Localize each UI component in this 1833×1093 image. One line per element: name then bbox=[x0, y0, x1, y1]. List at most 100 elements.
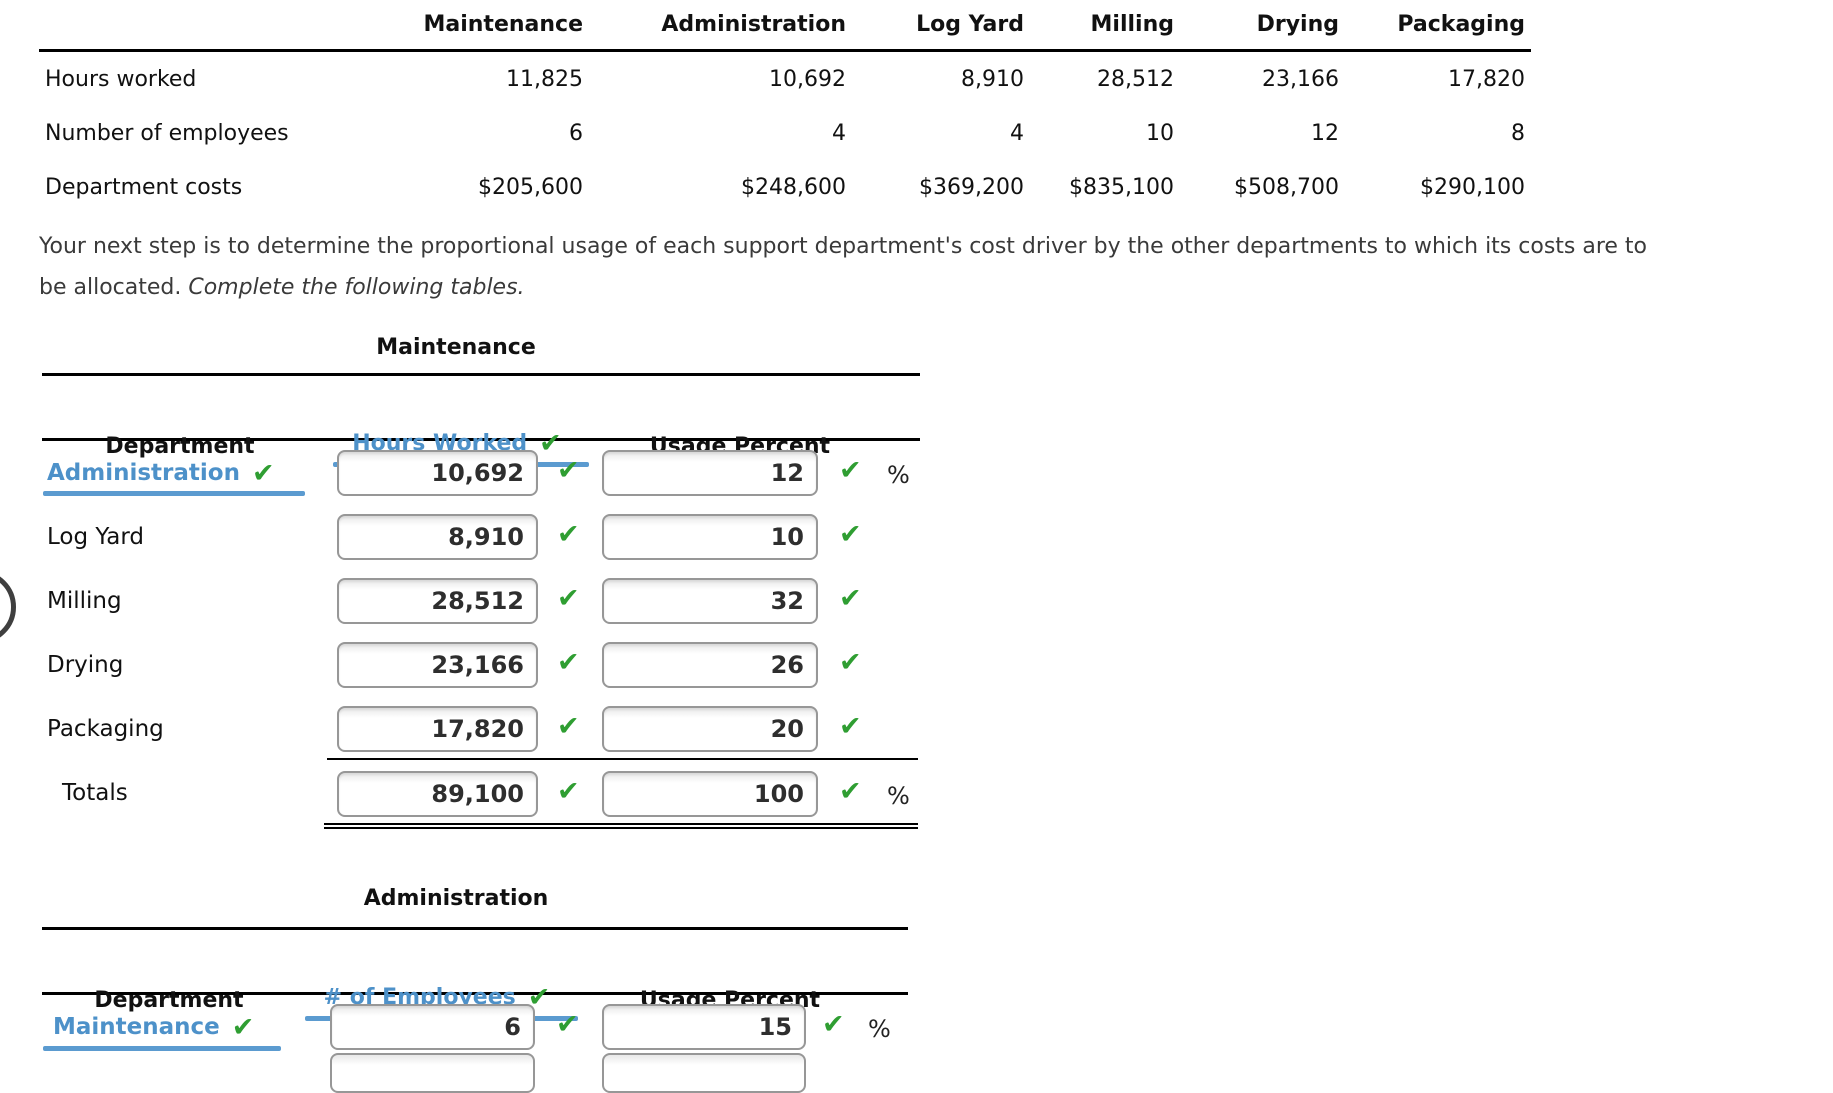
table-header-row: Department Hours Worked ✔ Usage Percent bbox=[42, 376, 920, 467]
correct-check-icon: ✔ bbox=[557, 583, 580, 614]
table-row: Number of employees 6 4 4 10 12 8 bbox=[39, 106, 1531, 160]
column-header: Drying bbox=[1256, 12, 1339, 37]
percent-total-input[interactable]: 100 bbox=[602, 771, 818, 817]
column-header: Packaging bbox=[1397, 12, 1525, 37]
department-select[interactable]: Maintenance bbox=[53, 1014, 220, 1040]
administration-allocation-table: Administration Department # of Employees… bbox=[42, 886, 908, 1093]
percent-input[interactable]: 15 bbox=[602, 1004, 806, 1050]
cell-value: 12 bbox=[1311, 120, 1339, 146]
cell-value: 4 bbox=[832, 120, 846, 146]
table-top-rule bbox=[42, 927, 908, 930]
driver-input[interactable]: 10,692 bbox=[337, 450, 538, 496]
annotation-circle bbox=[0, 570, 16, 644]
percent-input[interactable]: 26 bbox=[602, 642, 818, 688]
percent-input[interactable]: 32 bbox=[602, 578, 818, 624]
cell-value: 4 bbox=[1010, 120, 1024, 146]
row-label: Totals bbox=[62, 780, 128, 806]
table-row: Milling 28,512 ✔ 32 ✔ bbox=[42, 569, 920, 633]
header-rule bbox=[39, 49, 1531, 52]
percent-input[interactable] bbox=[602, 1053, 806, 1093]
row-label: Packaging bbox=[47, 716, 164, 742]
instruction-line-2-normal: be allocated. bbox=[39, 275, 189, 300]
department-select[interactable]: Administration bbox=[47, 460, 240, 486]
table-header-row: Department # of Employees ✔ Usage Percen… bbox=[42, 930, 908, 1021]
header-department: Department bbox=[94, 988, 244, 1013]
header-rule bbox=[42, 992, 908, 995]
table-row: Department costs $205,600 $248,600 $369,… bbox=[39, 160, 1531, 214]
correct-check-icon: ✔ bbox=[557, 519, 580, 550]
correct-check-icon: ✔ bbox=[557, 776, 580, 807]
percent-sign: % bbox=[887, 782, 910, 810]
correct-check-icon: ✔ bbox=[557, 455, 580, 486]
row-label: Hours worked bbox=[45, 66, 197, 92]
percent-input[interactable]: 20 bbox=[602, 706, 818, 752]
table-row: Drying 23,166 ✔ 26 ✔ bbox=[42, 633, 920, 697]
column-header: Maintenance bbox=[423, 12, 583, 37]
correct-check-icon: ✔ bbox=[839, 455, 862, 486]
cell-value: 10 bbox=[1146, 120, 1174, 146]
cell-value: 28,512 bbox=[1097, 66, 1174, 92]
cell-value: $369,200 bbox=[919, 174, 1024, 200]
table-title: Maintenance bbox=[376, 335, 536, 360]
department-data-header-row: Maintenance Administration Log Yard Mill… bbox=[39, 0, 1531, 49]
percent-input[interactable]: 10 bbox=[602, 514, 818, 560]
correct-check-icon: ✔ bbox=[556, 1009, 579, 1040]
cell-value: 8 bbox=[1511, 120, 1525, 146]
driver-input[interactable]: 17,820 bbox=[337, 706, 538, 752]
correct-check-icon: ✔ bbox=[839, 519, 862, 550]
column-header: Log Yard bbox=[916, 12, 1024, 37]
correct-check-icon: ✔ bbox=[557, 647, 580, 678]
cell-value: $835,100 bbox=[1069, 174, 1174, 200]
cell-value: 23,166 bbox=[1262, 66, 1339, 92]
driver-input[interactable]: 6 bbox=[330, 1004, 535, 1050]
totals-rule bbox=[327, 758, 918, 760]
percent-input[interactable]: 12 bbox=[602, 450, 818, 496]
row-label: Department costs bbox=[45, 174, 243, 200]
instruction-text: Your next step is to determine the propo… bbox=[39, 226, 1829, 308]
table-row: Maintenance ✔ 6 ✔ 15 ✔ % bbox=[42, 995, 908, 1059]
driver-input[interactable]: 8,910 bbox=[337, 514, 538, 560]
correct-check-icon: ✔ bbox=[231, 1011, 255, 1043]
driver-input[interactable]: 23,166 bbox=[337, 642, 538, 688]
instruction-line-1: Your next step is to determine the propo… bbox=[39, 234, 1648, 259]
row-label: Log Yard bbox=[47, 524, 145, 550]
totals-row: Totals 89,100 ✔ 100 ✔ % bbox=[42, 761, 920, 827]
table-row: Administration ✔ 10,692 ✔ 12 ✔ % bbox=[42, 441, 920, 505]
table-row: Hours worked 11,825 10,692 8,910 28,512 … bbox=[39, 52, 1531, 106]
department-select-group: Maintenance ✔ bbox=[53, 995, 254, 1059]
correct-check-icon: ✔ bbox=[251, 457, 275, 489]
cell-value: $205,600 bbox=[478, 174, 583, 200]
row-label: Number of employees bbox=[45, 120, 289, 146]
table-row: Packaging 17,820 ✔ 20 ✔ bbox=[42, 697, 920, 761]
cell-value: 10,692 bbox=[769, 66, 846, 92]
table-title: Administration bbox=[363, 886, 549, 911]
driver-total-input[interactable]: 89,100 bbox=[337, 771, 538, 817]
cell-value: $290,100 bbox=[1420, 174, 1525, 200]
instruction-line-2-italic: Complete the following tables. bbox=[188, 275, 525, 300]
cell-value: 17,820 bbox=[1448, 66, 1525, 92]
department-data-table: Maintenance Administration Log Yard Mill… bbox=[39, 0, 1531, 214]
driver-input[interactable]: 28,512 bbox=[337, 578, 538, 624]
correct-check-icon: ✔ bbox=[839, 647, 862, 678]
table-row: Log Yard 8,910 ✔ 10 ✔ bbox=[42, 505, 920, 569]
correct-check-icon: ✔ bbox=[557, 711, 580, 742]
row-label: Milling bbox=[47, 588, 122, 614]
percent-sign: % bbox=[887, 461, 910, 489]
table-top-rule bbox=[42, 373, 920, 376]
cell-value: $248,600 bbox=[741, 174, 846, 200]
cell-value: $508,700 bbox=[1234, 174, 1339, 200]
column-header: Administration bbox=[661, 12, 846, 37]
cell-value: 11,825 bbox=[506, 66, 583, 92]
correct-check-icon: ✔ bbox=[822, 1009, 845, 1040]
row-label: Drying bbox=[47, 652, 124, 678]
instruction-line-2: be allocated. Complete the following tab… bbox=[39, 267, 1829, 308]
correct-check-icon: ✔ bbox=[539, 428, 562, 459]
driver-input[interactable] bbox=[330, 1053, 535, 1093]
correct-check-icon: ✔ bbox=[839, 583, 862, 614]
totals-double-rule bbox=[324, 823, 918, 829]
correct-check-icon: ✔ bbox=[527, 982, 551, 1013]
cell-value: 8,910 bbox=[961, 66, 1024, 92]
department-select-underline bbox=[43, 1046, 281, 1051]
department-select-underline bbox=[43, 491, 305, 496]
column-header: Milling bbox=[1090, 12, 1174, 37]
